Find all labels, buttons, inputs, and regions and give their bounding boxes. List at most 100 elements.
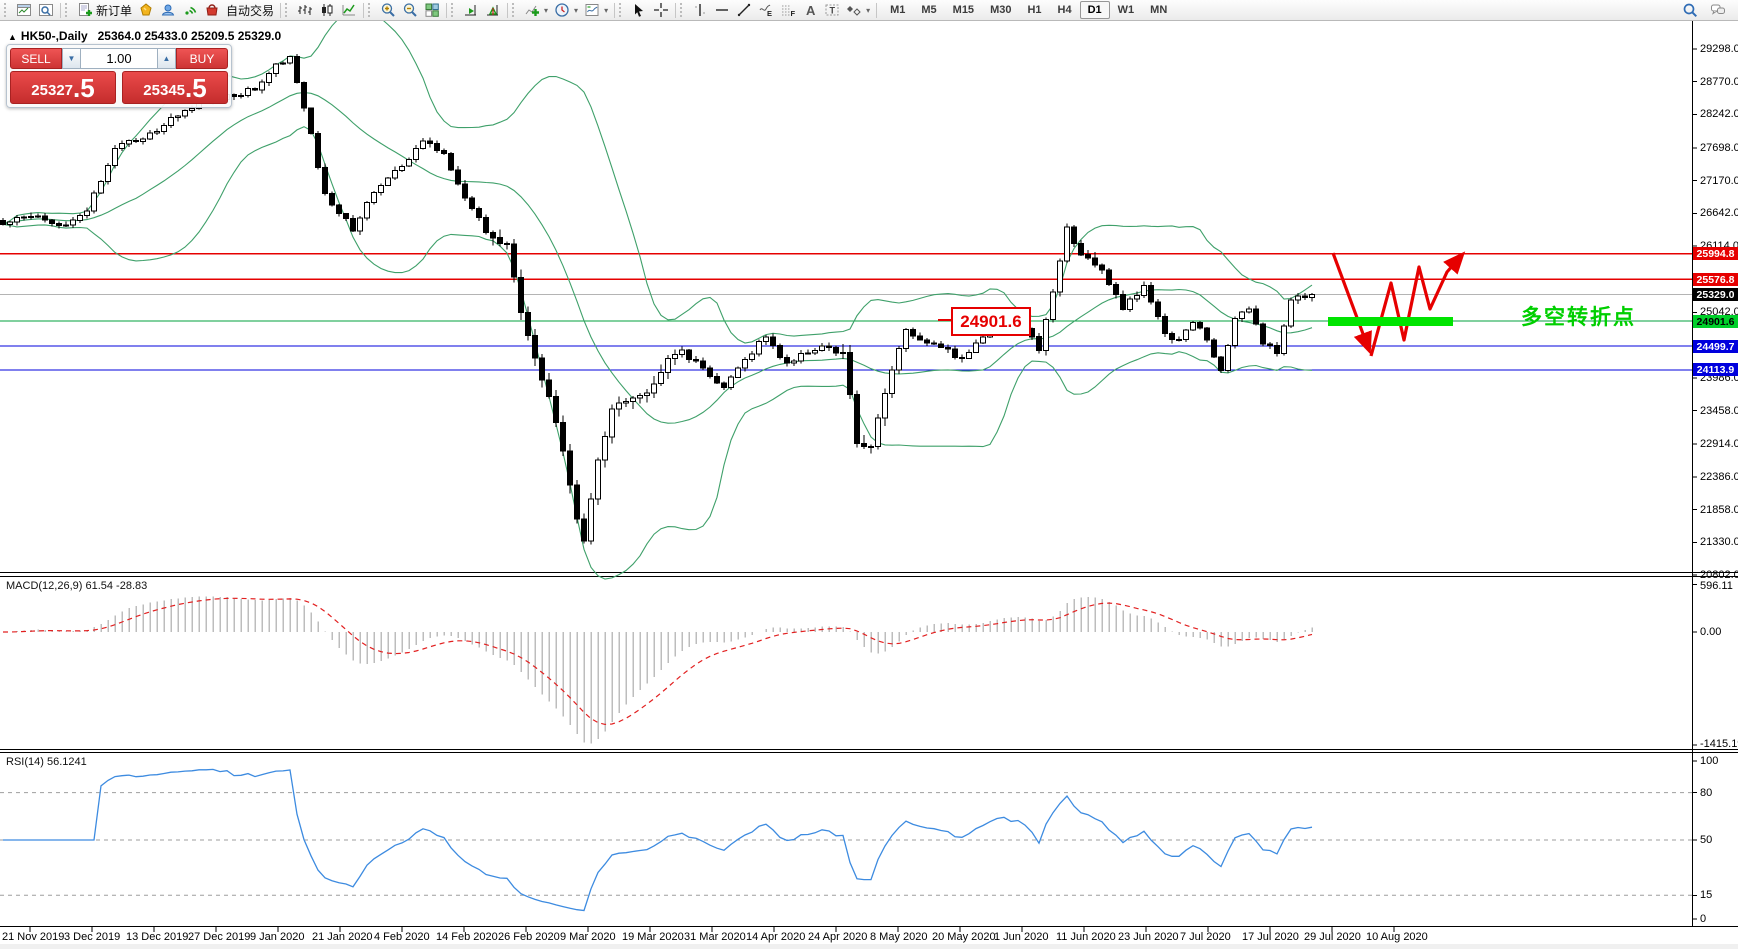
timeframe-m15-button[interactable]: M15 — [952, 4, 975, 16]
new-order-label: 新订单 — [96, 3, 133, 18]
price-axis-tick[interactable]: 27698.0 — [1700, 142, 1738, 154]
timeframe-h1-button[interactable]: H1 — [1027, 4, 1042, 16]
indicators-button[interactable]: ▾ — [521, 1, 551, 20]
time-axis-label: 7 Jul 2020 — [1180, 931, 1231, 943]
vline-tool-button[interactable] — [689, 1, 711, 20]
new-chart-button[interactable] — [13, 1, 35, 20]
periods-button[interactable]: ▾ — [551, 1, 581, 20]
hline-tool-button[interactable] — [711, 1, 733, 20]
sell-price-button[interactable]: 25327.5 — [10, 71, 116, 104]
toolbar-drag-handle[interactable] — [65, 3, 71, 17]
templates-button[interactable]: ▾ — [581, 1, 611, 20]
volume-decrease-button[interactable]: ▼ — [62, 49, 81, 68]
timeframe-h4-button[interactable]: H4 — [1057, 4, 1072, 16]
price-axis-tick[interactable]: 27170.0 — [1700, 175, 1738, 187]
svg-text:F: F — [791, 9, 796, 18]
sell-button[interactable]: SELL — [10, 48, 62, 69]
toolbar-drag-handle[interactable] — [451, 3, 457, 17]
fibonacci-tool-button[interactable]: F — [777, 1, 799, 20]
toolbar-drag-handle[interactable] — [368, 3, 374, 17]
dropdown-arrow-icon[interactable]: ▾ — [866, 5, 871, 15]
auto-scroll-icon — [463, 2, 479, 18]
candle-chart-mode-button[interactable] — [316, 1, 338, 20]
timeframe-m5-button[interactable]: M5 — [921, 4, 937, 16]
signals-button[interactable] — [179, 1, 201, 20]
toolbar-drag-handle[interactable] — [4, 3, 10, 17]
metaquotes-button[interactable] — [135, 1, 157, 20]
macd-axis-zero[interactable]: 0.00 — [1700, 626, 1722, 638]
time-axis-label: 31 Mar 2020 — [684, 931, 746, 943]
collapse-arrow-icon[interactable]: ▲ — [8, 32, 17, 42]
search-button[interactable] — [1679, 1, 1701, 20]
cursor-tool-icon — [631, 2, 647, 18]
timeframe-w1-button[interactable]: W1 — [1117, 4, 1135, 16]
price-axis-tick[interactable]: 21858.0 — [1700, 504, 1738, 516]
trendline-tool-button[interactable] — [733, 1, 755, 20]
price-axis-tick[interactable]: 23458.0 — [1700, 405, 1738, 417]
community-button[interactable] — [157, 1, 179, 20]
crosshair-tool-button[interactable] — [650, 1, 672, 20]
price-axis-tick[interactable]: 21330.0 — [1700, 536, 1738, 548]
market-button[interactable] — [201, 1, 223, 20]
zoom-out-button[interactable] — [399, 1, 421, 20]
buy-button[interactable]: BUY — [176, 48, 228, 69]
chart-shift-icon — [485, 2, 501, 18]
autotrading-button[interactable]: 自动交易 — [223, 1, 277, 20]
dropdown-arrow-icon[interactable]: ▾ — [544, 5, 549, 15]
auto-scroll-button[interactable] — [460, 1, 482, 20]
toolbar-drag-handle[interactable] — [619, 3, 625, 17]
text-tool-button[interactable]: A — [799, 1, 821, 20]
timeframe-m30-button[interactable]: M30 — [990, 4, 1012, 16]
chat-button[interactable] — [1707, 1, 1729, 20]
candle-chart-mode-icon — [319, 2, 335, 18]
timeframe-mn-button[interactable]: MN — [1150, 4, 1168, 16]
volume-input[interactable] — [81, 49, 157, 68]
toolbar-separator — [363, 2, 365, 18]
time-axis-label: 3 Dec 2019 — [64, 931, 121, 943]
chart-symbol-period: HK50-,Daily — [20, 29, 88, 43]
rsi-axis-tick[interactable]: 100 — [1700, 755, 1719, 767]
price-axis-tick[interactable]: 26642.0 — [1700, 207, 1738, 219]
bar-chart-mode-button[interactable] — [294, 1, 316, 20]
time-axis-label: 11 Jun 2020 — [1056, 931, 1116, 943]
chart-shift-button[interactable] — [482, 1, 504, 20]
label-tool-button[interactable]: T — [821, 1, 843, 20]
macd-axis-min[interactable]: -1415.19 — [1700, 738, 1738, 750]
rsi-axis-tick[interactable]: 15 — [1700, 889, 1713, 901]
macd-axis-max[interactable]: 596.11 — [1700, 580, 1733, 592]
tile-windows-button[interactable] — [421, 1, 443, 20]
price-axis-tick[interactable]: 22914.0 — [1700, 438, 1738, 450]
toolbar-separator — [876, 2, 878, 18]
price-axis-tick[interactable]: 20802.0 — [1700, 569, 1738, 581]
timeframe-d1-button[interactable]: D1 — [1079, 1, 1110, 19]
toolbar-drag-handle[interactable] — [512, 3, 518, 17]
cursor-tool-button[interactable] — [628, 1, 650, 20]
rsi-axis-tick[interactable]: 0 — [1700, 913, 1707, 925]
svg-text:E: E — [767, 9, 772, 18]
price-level-badge: 24113.9 — [1693, 363, 1738, 376]
profiles-button[interactable] — [35, 1, 57, 20]
price-axis-tick[interactable]: 28242.0 — [1700, 108, 1738, 120]
dropdown-arrow-icon[interactable]: ▾ — [574, 5, 579, 15]
dropdown-arrow-icon[interactable]: ▾ — [604, 5, 609, 15]
line-chart-mode-button[interactable] — [338, 1, 360, 20]
new-order-button[interactable]: 新订单 — [74, 1, 135, 20]
price-axis-tick[interactable]: 22386.0 — [1700, 471, 1738, 483]
chart-ohlc-values: 25364.0 25433.0 25209.5 25329.0 — [97, 29, 282, 43]
timeframe-m1-button[interactable]: M1 — [890, 4, 906, 16]
rsi-axis-tick[interactable]: 50 — [1700, 834, 1713, 846]
price-axis-tick[interactable]: 28770.0 — [1700, 76, 1738, 88]
zoom-out-icon — [402, 2, 418, 18]
buy-price-button[interactable]: 25345.5 — [122, 71, 228, 104]
toolbar-drag-handle[interactable] — [285, 3, 291, 17]
volume-increase-button[interactable]: ▲ — [157, 49, 176, 68]
zoom-in-button[interactable] — [377, 1, 399, 20]
channel-tool-button[interactable]: E — [755, 1, 777, 20]
price-axis-tick[interactable]: 29298.0 — [1700, 43, 1738, 55]
autotrading-label: 自动交易 — [226, 3, 275, 18]
toolbar-drag-handle[interactable] — [680, 3, 686, 17]
vline-tool-icon — [692, 2, 708, 18]
arrows-tool-button[interactable]: ▾ — [843, 1, 873, 20]
rsi-axis-tick[interactable]: 80 — [1700, 787, 1713, 799]
